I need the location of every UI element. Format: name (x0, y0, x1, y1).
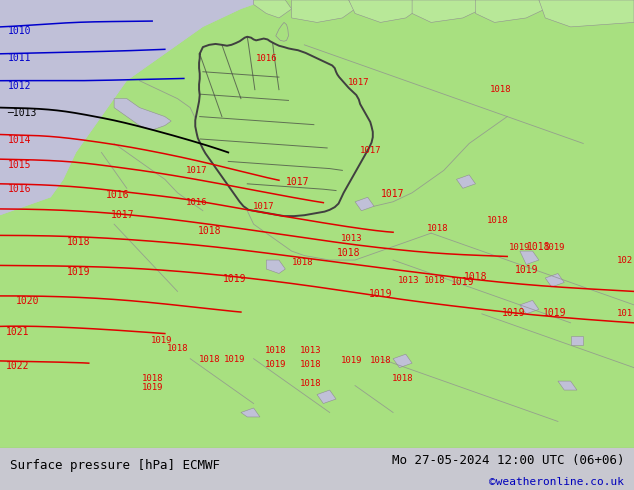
Text: 1019: 1019 (67, 267, 90, 277)
Polygon shape (292, 0, 355, 23)
Text: ©weatheronline.co.uk: ©weatheronline.co.uk (489, 477, 624, 487)
Polygon shape (276, 23, 288, 41)
Text: 1018: 1018 (300, 379, 321, 388)
Text: 1018: 1018 (141, 374, 163, 383)
Text: 1017: 1017 (186, 166, 207, 175)
Text: 1018: 1018 (197, 226, 221, 236)
Polygon shape (476, 0, 545, 23)
Text: Mo 27-05-2024 12:00 UTC (06+06): Mo 27-05-2024 12:00 UTC (06+06) (392, 454, 624, 466)
Text: 1019: 1019 (544, 243, 566, 252)
Text: ─1013: ─1013 (8, 108, 37, 118)
Text: 1019: 1019 (223, 274, 247, 284)
Text: 101: 101 (616, 309, 633, 318)
Text: 1018: 1018 (424, 276, 445, 285)
Text: 1018: 1018 (167, 344, 188, 353)
Text: 1022: 1022 (6, 361, 30, 371)
Text: 1018: 1018 (370, 356, 391, 366)
Text: 1017: 1017 (286, 176, 310, 187)
Text: 1020: 1020 (16, 296, 39, 306)
Text: 1018: 1018 (337, 248, 361, 258)
Text: 1013: 1013 (398, 276, 420, 285)
Text: 1016: 1016 (8, 184, 31, 194)
Polygon shape (114, 98, 171, 130)
Text: 1018: 1018 (67, 237, 90, 246)
Polygon shape (520, 251, 539, 265)
Text: 1018: 1018 (198, 355, 220, 364)
Polygon shape (456, 175, 476, 188)
Text: 1017: 1017 (347, 78, 369, 87)
Polygon shape (393, 354, 412, 368)
Text: 1011: 1011 (8, 53, 31, 63)
Text: 1014: 1014 (8, 135, 31, 145)
Text: 1019: 1019 (501, 308, 526, 318)
Text: 1018: 1018 (427, 224, 448, 233)
Text: 1010: 1010 (8, 26, 31, 36)
Text: 1018: 1018 (392, 374, 413, 383)
Text: 1019: 1019 (514, 265, 538, 275)
Polygon shape (254, 0, 292, 18)
Text: 1019: 1019 (368, 289, 392, 299)
Polygon shape (266, 260, 285, 273)
Text: 1017: 1017 (381, 189, 405, 198)
Text: 1021: 1021 (6, 327, 30, 337)
Polygon shape (539, 0, 634, 27)
Text: Surface pressure [hPa] ECMWF: Surface pressure [hPa] ECMWF (10, 459, 219, 471)
Text: 1018: 1018 (265, 346, 287, 355)
Text: 1017: 1017 (252, 202, 274, 211)
Text: 1019: 1019 (224, 355, 245, 364)
Text: 1013: 1013 (341, 234, 363, 243)
Text: 1019: 1019 (451, 277, 475, 288)
Text: 1017: 1017 (360, 146, 382, 155)
Polygon shape (571, 336, 583, 345)
Polygon shape (0, 0, 266, 215)
Polygon shape (0, 0, 634, 448)
Text: 1018: 1018 (490, 85, 512, 94)
Polygon shape (241, 408, 260, 417)
Text: 1019: 1019 (543, 308, 567, 318)
Text: 1019: 1019 (151, 336, 172, 345)
Text: 102: 102 (616, 256, 633, 266)
Polygon shape (195, 37, 373, 216)
Polygon shape (355, 197, 374, 211)
Polygon shape (545, 273, 564, 287)
Text: 1018: 1018 (300, 360, 321, 368)
Text: 1013: 1013 (300, 346, 321, 355)
Text: 1018: 1018 (292, 258, 314, 267)
Text: 1016: 1016 (186, 198, 207, 207)
Text: 1015: 1015 (8, 160, 31, 170)
Polygon shape (558, 381, 577, 390)
Text: 1016: 1016 (256, 54, 277, 63)
Polygon shape (520, 300, 539, 314)
Text: 1017: 1017 (111, 210, 134, 220)
Text: 1018: 1018 (527, 243, 551, 252)
Polygon shape (0, 0, 266, 215)
Text: 1018: 1018 (487, 216, 508, 225)
Text: 1019: 1019 (141, 383, 163, 392)
Text: 1012: 1012 (8, 81, 31, 91)
Text: 1016: 1016 (105, 190, 129, 200)
Text: 1019: 1019 (341, 356, 363, 366)
Polygon shape (317, 390, 336, 404)
Text: 1018: 1018 (463, 272, 488, 282)
Polygon shape (412, 0, 482, 23)
Text: 1019: 1019 (509, 243, 531, 252)
Text: 1019: 1019 (265, 360, 287, 368)
Polygon shape (349, 0, 418, 23)
